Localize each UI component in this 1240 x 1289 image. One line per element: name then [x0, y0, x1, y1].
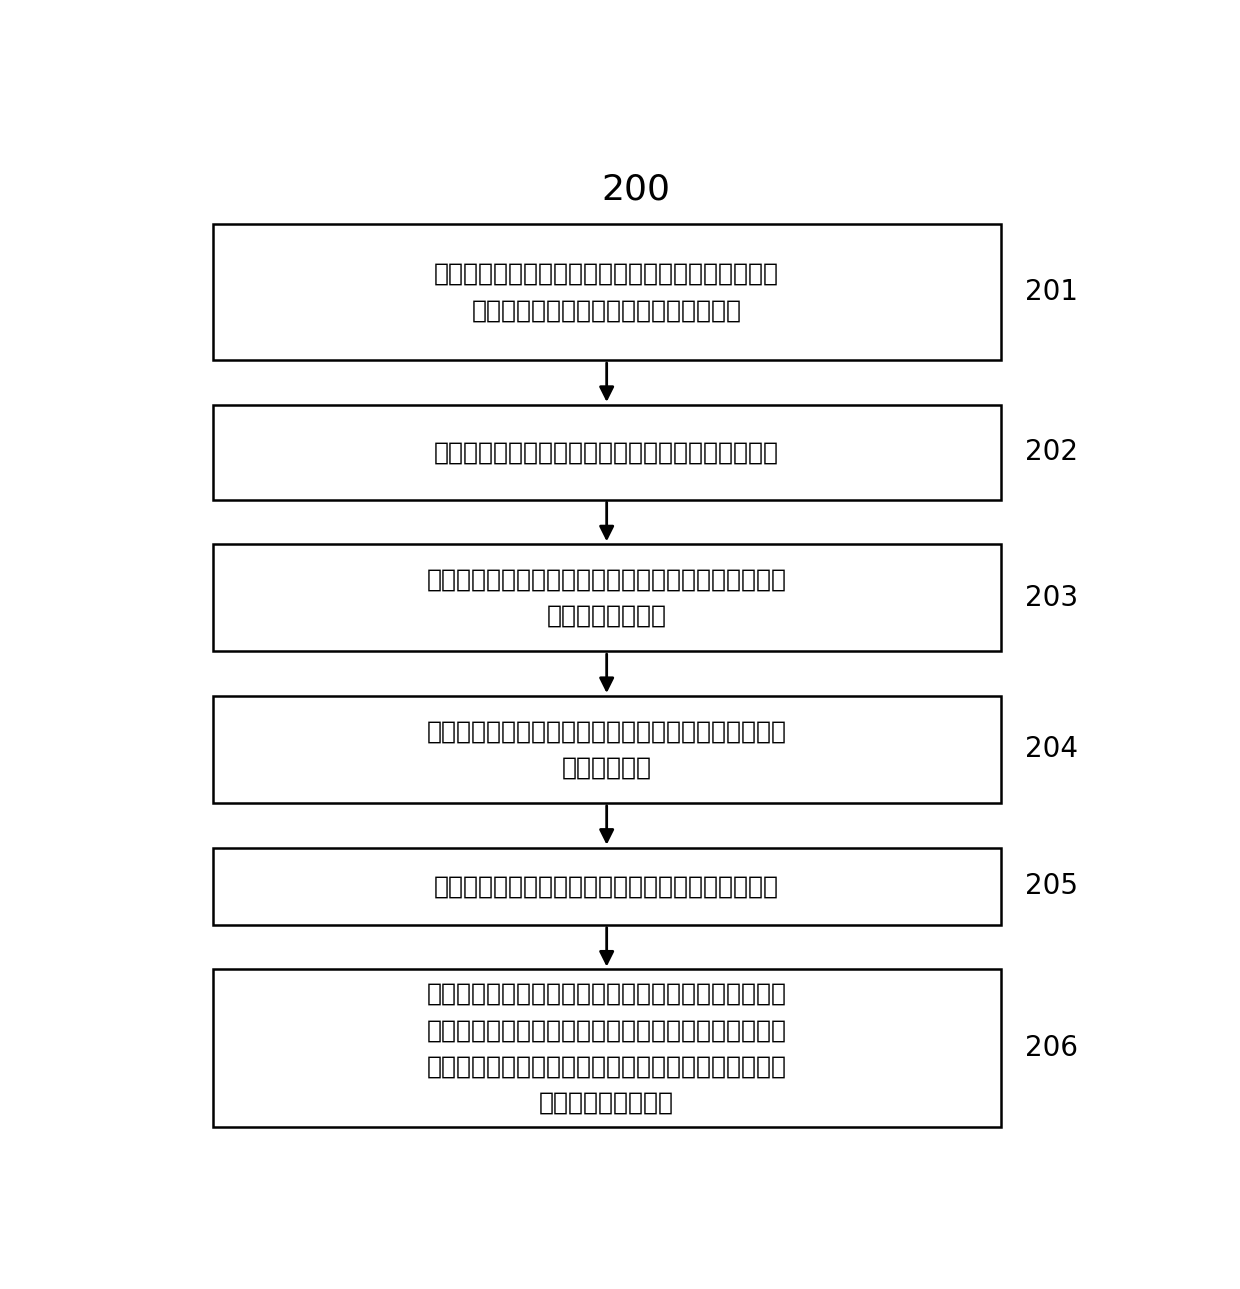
Bar: [213, 969, 1001, 1128]
Text: 201: 201: [1024, 278, 1078, 307]
Bar: [213, 224, 1001, 360]
Bar: [213, 405, 1001, 500]
Text: 建立评估光储充一体化电站全寿命周期经济性的每个指
标的概率模型: 建立评估光储充一体化电站全寿命周期经济性的每个指 标的概率模型: [427, 719, 786, 780]
Text: 206: 206: [1024, 1034, 1078, 1062]
Bar: [213, 544, 1001, 651]
Text: 建立光储充一体化电站全寿命周期总收益模型，确定
光伏发电系统和储能系统的最佳容量配置: 建立光储充一体化电站全寿命周期总收益模型，确定 光伏发电系统和储能系统的最佳容量…: [434, 262, 779, 322]
Text: 200: 200: [601, 173, 670, 206]
Text: 203: 203: [1024, 584, 1078, 612]
Text: 建立评估光储充一体化电站全寿命周期经济性的模型: 建立评估光储充一体化电站全寿命周期经济性的模型: [434, 874, 779, 898]
Text: 204: 204: [1024, 736, 1078, 763]
Text: 建立以光伏发电系统和储能系统的最佳容量配置値为基
准的容量配置群，分别计算不同容量配置値下光储充一
体化电站全寿命周期经济性的模型的値以评估光储充一
体全寿命周: 建立以光伏发电系统和储能系统的最佳容量配置値为基 准的容量配置群，分别计算不同容…: [427, 982, 786, 1115]
Bar: [213, 848, 1001, 924]
Text: 202: 202: [1024, 438, 1078, 467]
Bar: [213, 696, 1001, 803]
Text: 确定评估光储充一体化电站全寿命周期经济性的若干个
指标以及指标模型: 确定评估光储充一体化电站全寿命周期经济性的若干个 指标以及指标模型: [427, 567, 786, 628]
Text: 205: 205: [1024, 873, 1078, 900]
Text: 建立光储充一体化电站全寿命周期总收益的概率模型: 建立光储充一体化电站全寿命周期总收益的概率模型: [434, 440, 779, 464]
